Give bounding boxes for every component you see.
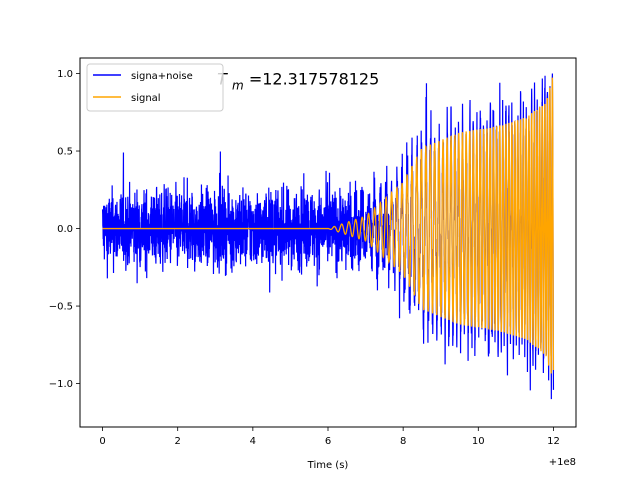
legend: signa+noise signal xyxy=(86,63,224,112)
x-tick-label: 4 xyxy=(250,436,256,447)
x-tick-label: 6 xyxy=(325,436,331,447)
plot-area xyxy=(101,73,555,400)
x-tick-label: 0 xyxy=(99,436,105,447)
x-tick-label: 2 xyxy=(175,436,181,447)
y-tick-label: 1.0 xyxy=(57,69,73,80)
x-tick-label: 12 xyxy=(547,436,560,447)
y-axis: −1.0 −0.5 0.0 0.5 1.0 xyxy=(49,69,80,390)
y-tick-label: 0.0 xyxy=(57,224,73,235)
legend-label-signa-noise: signa+noise xyxy=(131,71,193,82)
y-tick-label: 0.5 xyxy=(57,147,73,158)
x-tick-label: 10 xyxy=(472,436,485,447)
y-tick-label: −0.5 xyxy=(49,302,73,313)
legend-label-signal: signal xyxy=(131,93,161,104)
y-tick-label: −1.0 xyxy=(49,379,73,390)
series-line-signal xyxy=(102,77,555,374)
x-tick-label: 8 xyxy=(400,436,406,447)
annotation-value: =12.317578125 xyxy=(249,69,379,88)
annotation-subscript: m xyxy=(232,78,244,92)
x-axis-label: Time (s) xyxy=(307,460,349,471)
x-axis: 0 2 4 6 8 10 12 xyxy=(99,427,560,447)
x-offset-label: +1e8 xyxy=(549,457,576,468)
